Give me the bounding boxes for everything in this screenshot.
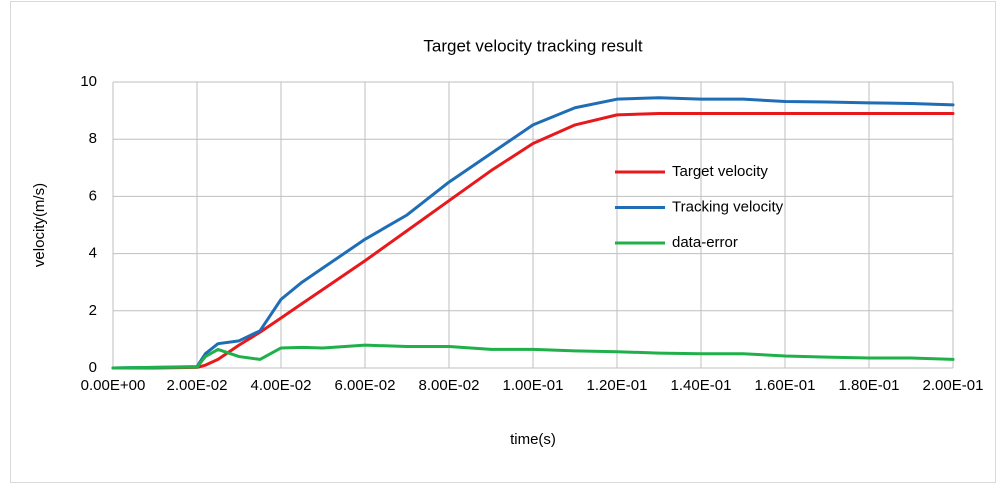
- line-series: [111, 96, 955, 370]
- x-tick-label: 1.20E-01: [587, 377, 648, 394]
- y-tick-label: 6: [89, 187, 97, 204]
- chart-frame: [10, 1, 996, 483]
- x-tick-label: 1.40E-01: [671, 377, 732, 394]
- line-series: [111, 111, 955, 370]
- x-axis-label: time(s): [510, 431, 556, 448]
- x-tick-label: 1.00E-01: [503, 377, 564, 394]
- y-tick-label: 2: [89, 302, 97, 319]
- legend-label: Target velocity: [672, 163, 768, 180]
- y-axis-label: velocity(m/s): [31, 183, 48, 267]
- y-tick-label: 4: [89, 245, 97, 262]
- x-tick-label: 2.00E-02: [167, 377, 228, 394]
- chart-title: Target velocity tracking result: [423, 36, 642, 55]
- x-tick-label: 8.00E-02: [419, 377, 480, 394]
- x-tick-label: 0.00E+00: [81, 377, 146, 394]
- legend-label: data-error: [672, 234, 738, 251]
- x-tick-label: 1.60E-01: [755, 377, 816, 394]
- y-tick-label: 8: [89, 130, 97, 147]
- legend-label: Tracking velocity: [672, 198, 784, 215]
- line-series: [111, 343, 955, 370]
- x-tick-label: 4.00E-02: [251, 377, 312, 394]
- y-tick-label: 10: [80, 73, 97, 90]
- y-tick-label: 0: [89, 359, 97, 376]
- x-tick-label: 2.00E-01: [923, 377, 984, 394]
- x-tick-label: 1.80E-01: [839, 377, 900, 394]
- x-tick-label: 6.00E-02: [335, 377, 396, 394]
